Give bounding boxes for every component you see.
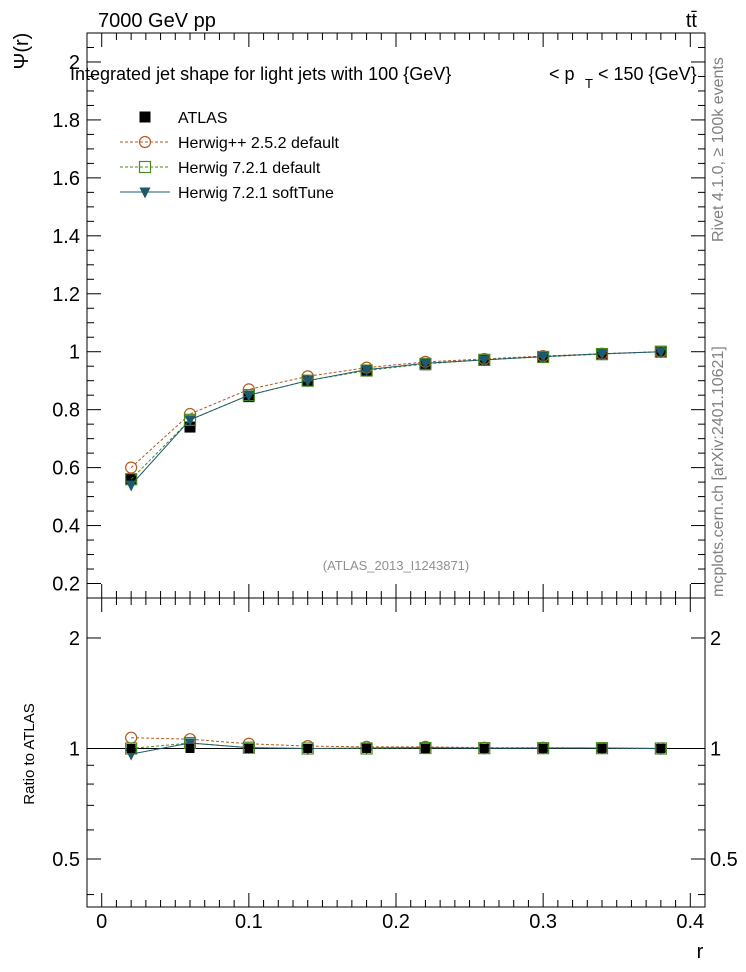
- y-tick-label: 1.8: [52, 110, 80, 132]
- data-point-3: [596, 349, 608, 361]
- y-tick-label: 0.2: [52, 574, 80, 596]
- ratio-y-tick-label-right: 0.5: [710, 849, 738, 871]
- legend-entry-0: ATLAS: [139, 110, 228, 127]
- y-tick-label: 0.4: [52, 516, 80, 538]
- mcplots-label: mcplots.cern.ch [arXiv:2401.10621]: [710, 346, 727, 597]
- ratio-point-atlas: [420, 743, 430, 753]
- ratio-series-1: [125, 736, 667, 755]
- ratio-point-atlas: [362, 743, 372, 753]
- process-label: tt̄: [686, 10, 698, 32]
- ratio-frame-border: [86, 597, 706, 908]
- series-1: [125, 345, 667, 474]
- ratio-y-axis-label: Ratio to ATLAS: [21, 703, 38, 804]
- data-point-3: [361, 365, 373, 377]
- ratio-point-atlas: [126, 743, 136, 753]
- y-tick-label: 1.4: [52, 226, 80, 248]
- chart-title-pt-lt: < p: [549, 64, 575, 84]
- y-tick-label: 0.8: [52, 400, 80, 422]
- ratio-point-atlas: [538, 743, 548, 753]
- y-tick-label: 1.2: [52, 284, 80, 306]
- data-point-3: [302, 376, 314, 388]
- legend-marker: [138, 135, 152, 149]
- x-tick-label: 0.1: [235, 911, 263, 933]
- ratio-series-0: [125, 731, 667, 755]
- data-point-3: [125, 480, 137, 492]
- series-line-3: [130, 351, 661, 486]
- ratio-line-0: [131, 737, 661, 749]
- x-axis-label: r: [697, 941, 704, 963]
- series-3: [125, 347, 667, 492]
- legend-label: ATLAS: [178, 110, 228, 127]
- energy-label: 7000 GeV pp: [98, 10, 216, 32]
- data-point-3: [419, 358, 431, 370]
- data-point-3: [478, 355, 490, 367]
- y-tick-label: 0.6: [52, 458, 80, 480]
- x-tick-label: 0.2: [382, 911, 410, 933]
- ratio-point-atlas: [303, 743, 313, 753]
- ratio-series-2: [125, 738, 667, 761]
- ratio-y-tick-label-right: 2: [710, 628, 721, 650]
- ratio-y-tick-label: 2: [69, 628, 80, 650]
- legend-marker: [138, 160, 152, 174]
- ratio-point-atlas: [479, 743, 489, 753]
- series-line-2: [130, 351, 661, 480]
- main-panel: 0.2 0.4 0.6 0.8 1 1.2 1.4 1.6 1.8 2: [52, 32, 706, 907]
- legend-marker: [139, 111, 151, 123]
- ratio-point-atlas: [597, 743, 607, 753]
- series-line-1: [130, 351, 661, 468]
- chart-title-main: Integrated jet shape for light jets with…: [70, 64, 451, 84]
- ratio-point-atlas: [185, 743, 195, 753]
- y-axis-label: Ψ(r): [11, 33, 33, 70]
- chart-title-pt-sub: T: [585, 76, 593, 91]
- ratio-panel: 0.5 0.5 1 1 2 2 0 0.1 0.2 0.3 0.4: [52, 33, 738, 933]
- data-point-3: [243, 390, 255, 402]
- data-point-0: [184, 421, 196, 433]
- legend-marker: [139, 187, 151, 199]
- y-tick-label: 1.6: [52, 168, 80, 190]
- x-tick-label: 0: [96, 911, 107, 933]
- analysis-tag: (ATLAS_2013_I1243871): [323, 558, 469, 573]
- data-point-3: [537, 352, 549, 364]
- x-tick-label: 0.3: [529, 911, 557, 933]
- data-point-3: [655, 347, 667, 359]
- ratio-line-2: [131, 742, 661, 755]
- ratio-point-atlas: [244, 743, 254, 753]
- ratio-y-tick-label: 1: [69, 738, 80, 760]
- legend-label: Herwig 7.2.1 default: [178, 160, 321, 177]
- ratio-y-tick-label-right: 1: [710, 738, 721, 760]
- rivet-label: Rivet 4.1.0, ≥ 100k events: [710, 57, 727, 242]
- ratio-y-tick-label: 0.5: [52, 849, 80, 871]
- legend-label: Herwig 7.2.1 softTune: [178, 185, 334, 202]
- legend-label: Herwig++ 2.5.2 default: [178, 135, 340, 152]
- y-tick-label: 1: [69, 342, 80, 364]
- data-point-3: [184, 415, 196, 427]
- legend: ATLAS Herwig++ 2.5.2 default Herwig 7.2.1 …: [120, 110, 340, 202]
- ratio-point-atlas: [656, 743, 666, 753]
- x-tick-label: 0.4: [676, 911, 704, 933]
- legend-entry-1: Herwig++ 2.5.2 default: [120, 135, 340, 152]
- legend-entry-2: Herwig 7.2.1 default: [120, 160, 321, 177]
- chart-title-pt-range: < 150 {GeV}: [598, 64, 697, 84]
- y-tick-label: 2: [69, 52, 80, 74]
- legend-entry-3: Herwig 7.2.1 softTune: [120, 185, 334, 202]
